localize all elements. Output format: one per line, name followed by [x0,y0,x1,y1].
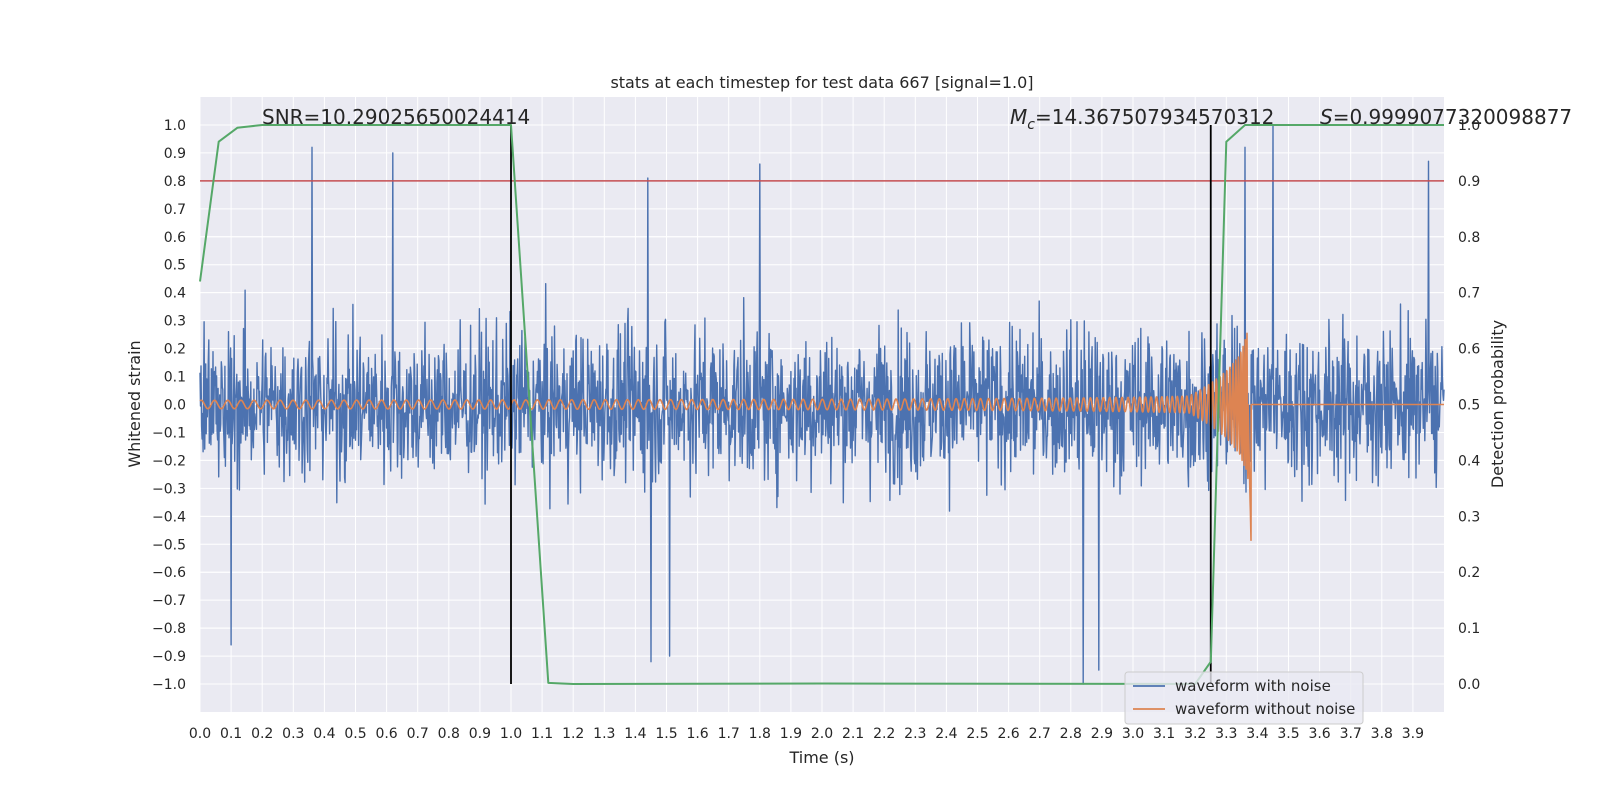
series-waveform-without-noise [199,332,1445,541]
y-tick-label: −0.4 [152,509,186,525]
y-tick-label: 0.5 [164,258,186,274]
x-tick-label: 1.8 [749,726,771,742]
y2-tick-label: 0.9 [1458,174,1480,190]
y-tick-label: 0.1 [164,370,186,386]
x-tick-label: 0.8 [438,726,460,742]
x-tick-label: 0.3 [282,726,304,742]
x-tick-label: 3.4 [1246,726,1268,742]
y-tick-label: −0.3 [152,481,186,497]
y-tick-label: −0.7 [152,593,186,609]
y-tick-label: 0.6 [164,230,186,246]
y-tick-label: −0.2 [152,453,186,469]
x-tick-label: 2.7 [1029,726,1051,742]
x-tick-label: 0.0 [189,726,211,742]
y-tick-label: −0.6 [152,565,186,581]
y2-tick-label: 0.7 [1458,286,1480,302]
x-tick-label: 3.1 [1153,726,1175,742]
overlay-layer [199,124,1444,685]
y2-axis-ticks: 1.0 0.9 0.8 0.7 0.6 0.5 0.4 0.3 0.2 0.1 0.0 [1458,118,1480,693]
legend: waveform with noise waveform without noi… [1124,671,1364,725]
y-tick-label: −0.5 [152,537,186,553]
x-tick-label: 1.0 [500,726,522,742]
x-tick-label: 1.3 [593,726,615,742]
y2-tick-label: 0.1 [1458,621,1480,637]
x-axis-label: Time (s) [788,748,854,767]
x-tick-label: 1.9 [780,726,802,742]
score-symbol: S [1320,105,1333,129]
x-tick-label: 2.9 [1091,726,1113,742]
x-tick-label: 1.4 [624,726,646,742]
y-tick-label: 0.9 [164,146,186,162]
y2-axis-label: Detection probability [1488,320,1507,488]
x-tick-label: 2.4 [935,726,957,742]
y-tick-label: 0.3 [164,314,186,330]
y-tick-label: 1.0 [164,118,186,134]
x-tick-label: 3.2 [1184,726,1206,742]
y2-tick-label: 0.4 [1458,453,1480,469]
x-tick-label: 0.7 [407,726,429,742]
y-tick-label: −0.1 [152,425,186,441]
y2-tick-label: 0.8 [1458,230,1480,246]
x-tick-label: 2.1 [842,726,864,742]
snr-annotation: SNR=10.29025650024414 [262,105,530,129]
y2-tick-label: 0.5 [1458,398,1480,414]
chirp-mass-symbol: M [1010,105,1027,129]
x-tick-label: 2.3 [904,726,926,742]
x-tick-label: 1.2 [562,726,584,742]
chirp-mass-subscript: c [1027,117,1035,133]
y-axis-label: Whitened strain [125,340,144,467]
series-detection-probability [199,124,1444,685]
y-tick-label: 0.7 [164,202,186,218]
x-tick-label: 0.2 [251,726,273,742]
x-tick-label: 3.7 [1340,726,1362,742]
score-annotation: S=0.9999077320098877 [1320,105,1572,129]
x-tick-label: 2.0 [811,726,833,742]
y-tick-label: −1.0 [152,677,186,693]
y-tick-label: 0.2 [164,342,186,358]
y-tick-label: 0.4 [164,286,186,302]
x-tick-label: 1.7 [718,726,740,742]
chirp-mass-value: =14.367507934570312 [1035,105,1274,129]
x-tick-label: 1.5 [655,726,677,742]
x-tick-label: 0.4 [313,726,335,742]
y2-tick-label: 0.3 [1458,509,1480,525]
x-tick-label: 3.0 [1122,726,1144,742]
x-tick-label: 0.5 [344,726,366,742]
x-tick-label: 0.6 [375,726,397,742]
y-tick-label: −0.8 [152,621,186,637]
x-tick-label: 1.6 [686,726,708,742]
y2-tick-label: 1.0 [1458,118,1480,134]
y-tick-label: −0.9 [152,649,186,665]
y-tick-label: 0.0 [164,398,186,414]
x-tick-label: 2.2 [873,726,895,742]
x-axis-ticks: 0.0 0.1 0.2 0.3 0.4 0.5 0.6 0.7 0.8 0.9 1.0 1.1 1.2 1… [189,726,1424,742]
legend-label-clean: waveform without noise [1175,700,1355,718]
legend-label-noisy: waveform with noise [1175,677,1331,695]
x-tick-label: 3.5 [1277,726,1299,742]
chart-title: stats at each timestep for test data 667… [610,73,1033,92]
legend-box [1124,671,1364,725]
series-layer [199,124,1445,685]
x-tick-label: 2.8 [1060,726,1082,742]
y2-tick-label: 0.6 [1458,342,1480,358]
x-tick-label: 3.6 [1308,726,1330,742]
y-axis-ticks: 1.0 0.9 0.8 0.7 0.6 0.5 0.4 0.3 0.2 0.1 0.0 −0.1 −0.… [152,118,186,693]
score-value: =0.9999077320098877 [1333,105,1572,129]
x-tick-label: 2.6 [997,726,1019,742]
y2-tick-label: 0.2 [1458,565,1480,581]
x-tick-label: 3.8 [1371,726,1393,742]
x-tick-label: 0.1 [220,726,242,742]
y-tick-label: 0.8 [164,174,186,190]
x-tick-label: 2.5 [966,726,988,742]
x-tick-label: 3.3 [1215,726,1237,742]
chirp-mass-annotation: Mc=14.367507934570312 [1010,105,1274,133]
x-tick-label: 1.1 [531,726,553,742]
x-tick-label: 0.9 [469,726,491,742]
x-tick-label: 3.9 [1402,726,1424,742]
y2-tick-label: 0.0 [1458,677,1480,693]
